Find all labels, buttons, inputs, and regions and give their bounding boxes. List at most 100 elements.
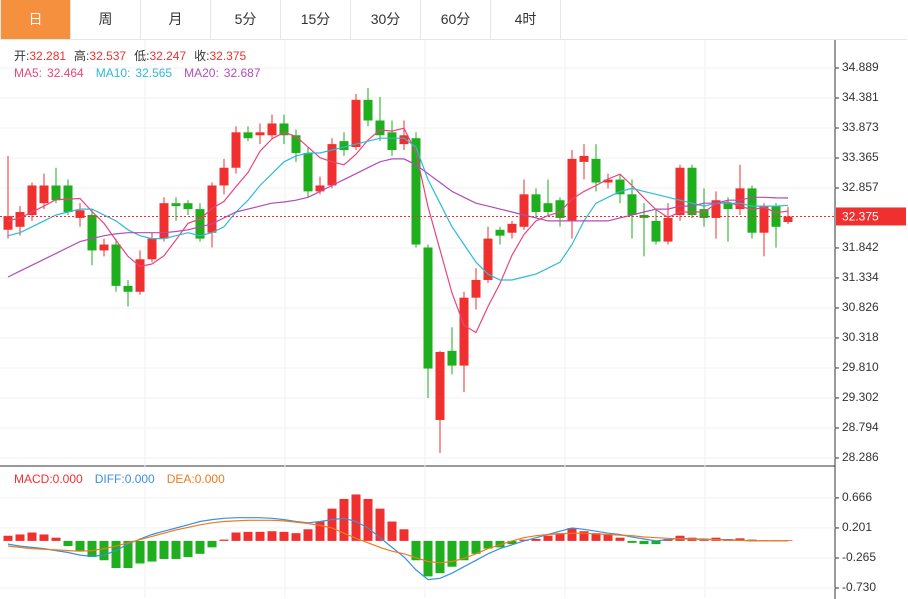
candle-body — [447, 350, 457, 366]
candle-body — [579, 155, 589, 162]
candle-body — [411, 138, 421, 245]
macd-bar — [639, 540, 649, 545]
candle-body — [507, 223, 517, 233]
candle-body — [363, 99, 373, 121]
candle-body — [291, 135, 301, 153]
candle-body — [471, 279, 481, 298]
period-tab[interactable]: 5分 — [211, 0, 281, 39]
candle-body — [615, 179, 625, 195]
candle-body — [75, 210, 85, 218]
readout-value: 32.247 — [149, 49, 186, 63]
candle-body — [243, 132, 253, 139]
macd-bar — [267, 531, 277, 541]
candle-body — [99, 244, 109, 251]
candle-body — [183, 203, 193, 210]
macd-bar — [3, 535, 13, 541]
period-tab[interactable]: 60分 — [421, 0, 491, 39]
ma-line — [7, 137, 789, 281]
period-tab[interactable]: 周 — [71, 0, 141, 39]
readout-value: 32.281 — [29, 49, 66, 63]
candle-body — [315, 185, 325, 192]
ma-line — [7, 127, 789, 334]
y-tick-label: 0.201 — [842, 520, 872, 534]
legend-name: MA5: — [14, 66, 42, 80]
macd-bar — [351, 494, 361, 541]
y-tick-label: 0.666 — [842, 490, 872, 504]
readout-value: 32.375 — [209, 49, 246, 63]
macd-bar — [531, 538, 541, 541]
macd-bar — [231, 532, 241, 541]
macd-bar — [291, 533, 301, 541]
candle-body — [663, 217, 673, 242]
y-tick-label: 28.794 — [842, 420, 879, 434]
macd-bar — [123, 540, 133, 568]
candle-body — [279, 123, 289, 136]
candle-body — [567, 158, 577, 221]
macd-bar — [303, 529, 313, 541]
candle-body — [603, 179, 613, 183]
macd-bar — [39, 534, 49, 541]
legend-name: DIFF: — [95, 472, 125, 486]
y-tick-label: 31.334 — [842, 270, 879, 284]
macd-bar — [159, 540, 169, 559]
candle-body — [135, 259, 145, 292]
legend-value: 0.000 — [195, 472, 225, 486]
y-tick-label: 33.873 — [842, 120, 879, 134]
candle-body — [147, 238, 157, 260]
candle-body — [87, 214, 97, 251]
macd-bar — [315, 521, 325, 541]
period-tab[interactable]: 4时 — [491, 0, 561, 39]
candle-body — [747, 188, 757, 233]
y-tick-label: -0.730 — [842, 580, 876, 594]
candle-body — [303, 152, 313, 192]
legend-name: MA20: — [184, 66, 219, 80]
period-tabs: 日周月 5分 15分 30分 60分 4时 — [0, 0, 907, 40]
y-tick-label: 34.889 — [842, 60, 879, 74]
candle-body — [627, 194, 637, 215]
legend-value: 0.000 — [125, 472, 155, 486]
candle-body — [3, 216, 13, 230]
macd-bar — [147, 540, 157, 562]
period-tab[interactable]: 日 — [1, 0, 71, 39]
readout-name: 低: — [134, 49, 149, 63]
candle-body — [123, 285, 133, 292]
y-tick-label: 29.302 — [842, 390, 879, 404]
readout-name: 收: — [194, 49, 209, 63]
macd-bar — [51, 537, 61, 541]
candle-body — [267, 123, 277, 136]
candle-body — [735, 188, 745, 210]
macd-bar — [399, 529, 409, 541]
candle-body — [339, 141, 349, 151]
period-tab[interactable]: 月 — [141, 0, 211, 39]
y-tick-label: 32.857 — [842, 180, 879, 194]
macd-line — [7, 519, 788, 564]
candle-body — [423, 247, 433, 369]
macd-bar — [135, 540, 145, 564]
legend-name: DEA: — [167, 472, 195, 486]
macd-bar — [183, 540, 193, 558]
macd-bar — [627, 540, 637, 543]
macd-bar — [543, 535, 553, 541]
macd-bar — [651, 540, 661, 545]
legend-value: 32.687 — [224, 66, 261, 80]
candle-body — [219, 167, 229, 186]
readout-name: 开: — [14, 49, 29, 63]
macd-bar — [87, 540, 97, 558]
candle-body — [483, 238, 493, 280]
candle-body — [699, 209, 709, 218]
period-tab[interactable]: 15分 — [281, 0, 351, 39]
candle-body — [231, 132, 241, 168]
candle-body — [171, 203, 181, 207]
ma-legend: MA5: 32.464 MA10: 32.565 MA20: 32.687 — [14, 66, 261, 80]
candle-body — [51, 185, 61, 201]
legend-value: 32.464 — [47, 66, 84, 80]
macd-bar — [555, 533, 565, 541]
macd-bar — [387, 521, 397, 541]
period-tab[interactable]: 30分 — [351, 0, 421, 39]
macd-bar — [111, 540, 121, 568]
macd-bar — [747, 539, 757, 541]
macd-bar — [207, 540, 217, 548]
candle-body — [351, 99, 361, 148]
macd-bar — [735, 538, 745, 541]
